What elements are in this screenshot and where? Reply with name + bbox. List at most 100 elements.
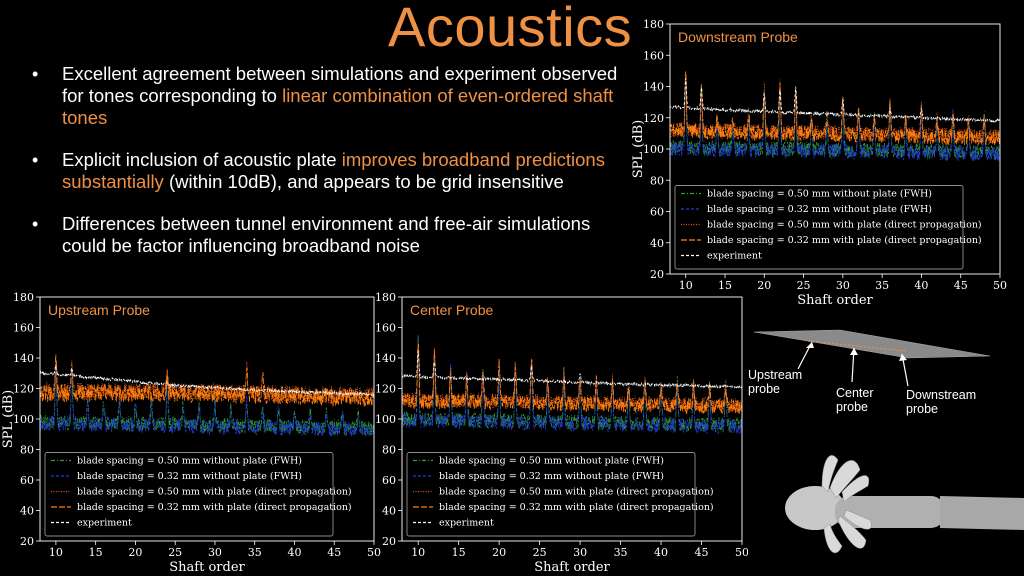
legend-entry-center: blade spacing = 0.50 mm with plate (dire… <box>439 487 714 498</box>
chart-title-upstream: Upstream Probe <box>48 302 150 318</box>
x-tick-label-upstream: 25 <box>168 546 182 559</box>
x-tick-label-downstream: 20 <box>757 279 771 292</box>
legend-entry-center: blade spacing = 0.32 mm with plate (dire… <box>439 502 714 513</box>
x-tick-label-upstream: 45 <box>327 546 341 559</box>
x-tick-label-downstream: 30 <box>836 279 850 292</box>
y-tick-label-upstream: 140 <box>13 352 34 365</box>
legend-entry-downstream: blade spacing = 0.50 mm without plate (F… <box>707 189 932 200</box>
y-tick-label-downstream: 60 <box>650 206 664 219</box>
legend-upstream <box>44 452 334 537</box>
x-tick-label-upstream: 40 <box>287 546 301 559</box>
legend-entry-upstream: blade spacing = 0.32 mm without plate (F… <box>77 471 302 482</box>
y-tick-label-upstream: 120 <box>13 383 34 396</box>
bullet-3: Differences between tunnel environment a… <box>30 213 620 257</box>
legend-entry-upstream: experiment <box>77 518 132 529</box>
legend-entry-downstream: blade spacing = 0.32 mm with plate (dire… <box>707 235 982 246</box>
series-line-upstream-2 <box>40 360 374 406</box>
x-axis-label-downstream: Shaft order <box>797 293 873 308</box>
bullet-list: Excellent agreement between simulations … <box>30 63 620 277</box>
probe-diagram-graphic <box>753 329 1024 554</box>
y-tick-label-downstream: 160 <box>643 49 664 62</box>
slide-title: Acoustics <box>388 0 633 58</box>
legend-downstream <box>674 185 964 270</box>
y-tick-label-upstream: 100 <box>13 413 34 426</box>
series-line-downstream-4 <box>670 77 1000 124</box>
x-tick-label-center: 45 <box>695 546 709 559</box>
x-tick-label-downstream: 45 <box>954 279 968 292</box>
chart-title-downstream: Downstream Probe <box>678 29 798 45</box>
series-line-center-3 <box>402 343 742 415</box>
x-tick-label-downstream: 15 <box>718 279 732 292</box>
x-tick-label-center: 10 <box>411 546 425 559</box>
y-tick-label-center: 40 <box>382 505 396 518</box>
probe-diagram: Upstream probe Center probe Downstream p… <box>740 320 1024 571</box>
y-axis-label-upstream: SPL (dB) <box>1 390 16 448</box>
y-tick-label-downstream: 20 <box>650 268 664 281</box>
series-line-downstream-0 <box>670 76 1000 161</box>
series-line-upstream-1 <box>40 367 374 437</box>
y-tick-label-center: 180 <box>375 291 396 304</box>
x-tick-label-center: 20 <box>492 546 506 559</box>
x-tick-label-center: 50 <box>735 546 748 559</box>
y-tick-label-upstream: 160 <box>13 322 34 335</box>
x-tick-label-upstream: 20 <box>128 546 142 559</box>
series-line-upstream-0 <box>40 353 374 437</box>
y-tick-label-center: 60 <box>382 474 396 487</box>
y-tick-label-center: 80 <box>382 444 396 457</box>
label-downstream-probe: Downstream probe <box>906 388 977 416</box>
x-tick-label-upstream: 10 <box>49 546 63 559</box>
legend-entry-upstream: blade spacing = 0.32 mm with plate (dire… <box>77 502 352 513</box>
y-tick-label-downstream: 100 <box>643 143 664 156</box>
y-tick-label-center: 20 <box>382 535 396 548</box>
x-tick-label-upstream: 50 <box>367 546 381 559</box>
y-tick-label-downstream: 140 <box>643 81 664 94</box>
bullet-1: Excellent agreement between simulations … <box>30 63 620 129</box>
series-line-downstream-3 <box>670 71 1000 146</box>
y-tick-label-downstream: 120 <box>643 112 664 125</box>
y-tick-label-center: 120 <box>375 383 396 396</box>
series-line-center-0 <box>402 334 742 433</box>
x-tick-label-center: 15 <box>452 546 466 559</box>
y-tick-label-downstream: 40 <box>650 237 664 250</box>
y-tick-label-center: 140 <box>375 352 396 365</box>
x-axis-label-center: Shaft order <box>534 560 610 571</box>
legend-entry-downstream: blade spacing = 0.50 mm with plate (dire… <box>707 220 982 231</box>
x-tick-label-upstream: 15 <box>89 546 103 559</box>
y-tick-label-downstream: 180 <box>643 18 664 31</box>
label-upstream-probe: Upstream probe <box>748 368 803 396</box>
x-axis-label-upstream: Shaft order <box>169 560 245 571</box>
x-tick-label-downstream: 35 <box>875 279 889 292</box>
legend-entry-center: blade spacing = 0.50 mm without plate (F… <box>439 456 664 467</box>
series-line-center-4 <box>402 350 742 390</box>
y-axis-label-downstream: SPL (dB) <box>631 120 646 178</box>
x-tick-label-downstream: 40 <box>914 279 928 292</box>
chart-title-center: Center Probe <box>410 302 493 318</box>
chart-upstream: 10 15 20 25 30 35 40 45 50 20 40 60 80 100 120 140 160 18… <box>1 291 381 571</box>
y-tick-label-upstream: 180 <box>13 291 34 304</box>
x-tick-label-upstream: 30 <box>208 546 222 559</box>
x-tick-label-center: 35 <box>614 546 628 559</box>
x-tick-label-center: 30 <box>573 546 587 559</box>
legend-entry-upstream: blade spacing = 0.50 mm with plate (dire… <box>77 487 352 498</box>
x-tick-label-center: 25 <box>533 546 547 559</box>
series-line-upstream-4 <box>40 364 374 397</box>
legend-entry-downstream: experiment <box>707 251 762 262</box>
y-tick-label-upstream: 20 <box>20 535 34 548</box>
label-center-probe: Center probe <box>836 386 874 414</box>
legend-center <box>406 452 696 537</box>
chart-center: 10 15 20 25 30 35 40 45 50 20 40 60 80 100 120 140 160 18… <box>375 291 748 571</box>
series-line-downstream-1 <box>670 77 1000 162</box>
x-tick-label-downstream: 50 <box>993 279 1007 292</box>
x-tick-label-downstream: 10 <box>679 279 693 292</box>
series-line-upstream-3 <box>40 356 374 407</box>
bullet-2: Explicit inclusion of acoustic plate imp… <box>30 149 620 193</box>
y-tick-label-center: 160 <box>375 322 396 335</box>
y-tick-label-upstream: 80 <box>20 444 34 457</box>
x-tick-label-downstream: 25 <box>797 279 811 292</box>
legend-entry-upstream: blade spacing = 0.50 mm without plate (F… <box>77 456 302 467</box>
legend-entry-downstream: blade spacing = 0.32 mm without plate (F… <box>707 204 932 215</box>
y-tick-label-upstream: 60 <box>20 474 34 487</box>
series-line-center-1 <box>402 335 742 434</box>
y-tick-label-center: 100 <box>375 413 396 426</box>
y-tick-label-downstream: 80 <box>650 174 664 187</box>
